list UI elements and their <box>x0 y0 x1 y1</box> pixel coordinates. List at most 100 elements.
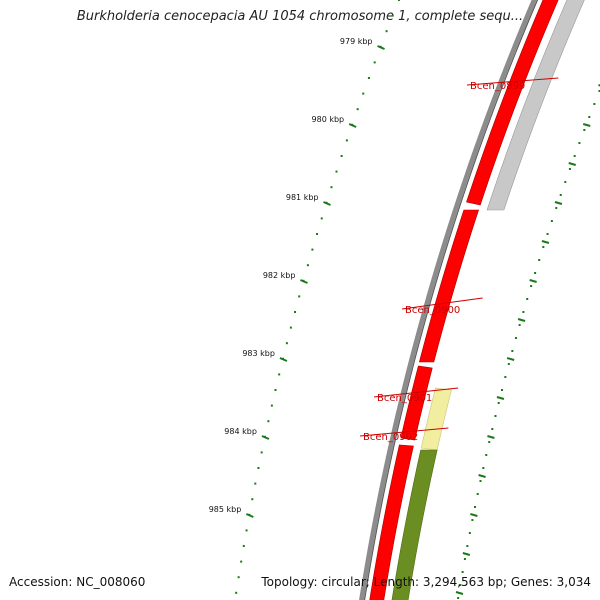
minor-tick <box>385 30 388 33</box>
ruler-ticks <box>235 0 600 599</box>
ruler-label-984: 984 kbp <box>224 427 257 436</box>
gene-bar-olive <box>391 449 438 600</box>
inner-major-tick <box>568 162 577 166</box>
backbone-edge <box>364 0 539 600</box>
gene-bar-bcen-0899 <box>486 0 585 211</box>
inner-tick <box>538 259 541 261</box>
minor-tick <box>320 217 323 220</box>
minor-tick <box>254 482 257 485</box>
inner-tick <box>474 506 477 508</box>
major-tick <box>323 201 331 206</box>
gene-label-bcen-0901: Bcen_0901 <box>377 393 432 404</box>
inner-tick <box>530 285 533 287</box>
inner-tick <box>568 168 571 170</box>
inner-tick <box>578 142 581 144</box>
genome-summary-text: Topology: circular; Length: 3,294,563 bp… <box>261 575 591 589</box>
inner-tick <box>476 493 479 495</box>
ruler-labels: 979 kbp 980 kbp 981 kbp 982 kbp 983 kbp 984 k… <box>209 37 373 514</box>
major-tick <box>261 435 270 440</box>
inner-major-tick <box>582 123 591 127</box>
inner-major-tick <box>487 435 495 439</box>
ruler-label-982: 982 kbp <box>263 271 296 280</box>
inner-major-tick <box>470 513 478 517</box>
minor-tick <box>240 560 243 563</box>
major-tick <box>300 279 308 284</box>
inner-tick <box>494 415 497 417</box>
inner-tick <box>534 272 537 274</box>
minor-tick <box>270 404 273 407</box>
inner-major-tick <box>517 318 526 322</box>
ruler-label-985: 985 kbp <box>209 505 242 514</box>
inner-tick <box>497 402 500 404</box>
leader-line-bcen_0901 <box>373 387 459 398</box>
inner-tick <box>482 467 485 469</box>
inner-tick <box>485 454 488 456</box>
gene-label-bcen-0899: Bcen_0899 <box>470 81 525 92</box>
inner-tick <box>461 571 464 573</box>
minor-tick <box>274 389 277 391</box>
inner-tick <box>471 519 474 521</box>
gene-bar-red-4 <box>369 444 414 600</box>
minor-tick <box>285 342 288 345</box>
gene-label-bcen-0900: Bcen_0900 <box>405 305 460 316</box>
inner-tick <box>500 389 503 391</box>
minor-tick <box>278 373 281 376</box>
inner-major-tick <box>496 396 505 400</box>
inner-major-tick <box>554 201 563 205</box>
major-tick <box>377 45 385 50</box>
gene-bar-bcen-0901 <box>400 365 433 441</box>
minor-tick <box>335 170 338 173</box>
inner-major-tick <box>506 357 515 361</box>
inner-tick <box>518 324 521 326</box>
minor-tick <box>367 77 370 79</box>
accession-text: Accession: NC_008060 <box>9 575 146 589</box>
inner-tick <box>593 103 596 105</box>
ruler-label-981: 981 kbp <box>286 193 319 202</box>
inner-tick <box>598 90 600 92</box>
gene-bar-bcen-0900 <box>418 209 480 363</box>
inner-tick <box>573 155 576 157</box>
minor-tick <box>391 14 394 17</box>
inner-tick <box>546 233 549 235</box>
leader-line-bcen_0899 <box>466 77 559 86</box>
minor-tick <box>340 155 343 157</box>
minor-tick <box>242 545 245 547</box>
leader-line-bcen_0902 <box>359 427 449 437</box>
inner-tick <box>507 363 510 365</box>
inner-tick <box>542 246 545 248</box>
inner-major-tick <box>541 240 550 244</box>
major-tick <box>279 357 288 362</box>
backbone <box>359 0 539 600</box>
inner-major-tick <box>478 474 486 478</box>
inner-tick <box>488 441 491 443</box>
minor-tick <box>245 529 248 532</box>
minor-tick <box>330 186 333 189</box>
gene-bar-red-1 <box>466 0 559 206</box>
inner-major-tick <box>455 591 464 595</box>
gene-tracks <box>369 0 585 600</box>
inner-tick <box>588 116 591 118</box>
inner-tick <box>564 181 567 183</box>
inner-tick <box>583 129 586 131</box>
inner-tick <box>526 298 529 300</box>
inner-tick <box>504 376 507 378</box>
inner-tick <box>514 337 517 339</box>
minor-tick <box>293 311 296 313</box>
inner-tick <box>468 532 471 534</box>
inner-tick <box>522 311 525 313</box>
leader-line-bcen_0900 <box>401 297 483 310</box>
inner-tick <box>555 207 558 209</box>
minor-tick <box>237 576 240 579</box>
minor-tick <box>356 108 359 111</box>
ruler-label-983: 983 kbp <box>242 349 275 358</box>
inner-major-tick <box>462 552 471 556</box>
minor-tick <box>257 467 260 469</box>
inner-tick <box>479 480 482 482</box>
minor-tick <box>267 420 270 423</box>
inner-tick <box>459 584 462 586</box>
minor-tick <box>289 326 292 329</box>
ruler-label-979: 979 kbp <box>340 37 373 46</box>
minor-tick <box>362 92 365 95</box>
minor-tick <box>251 498 254 501</box>
